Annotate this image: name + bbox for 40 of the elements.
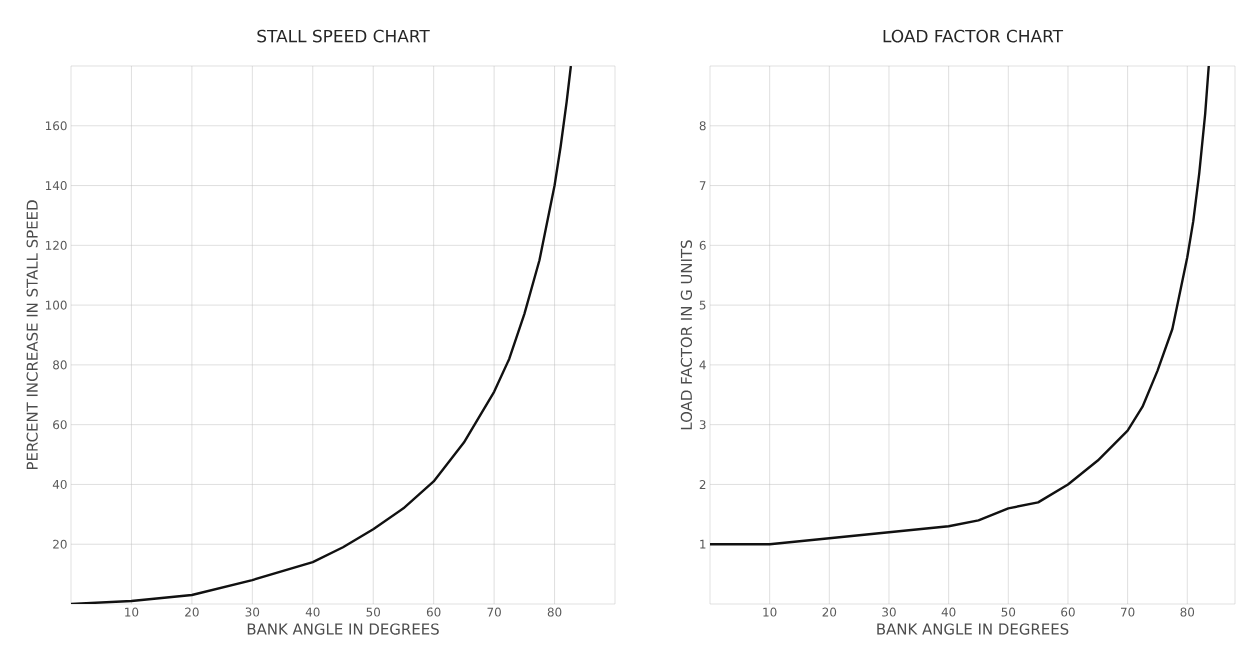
y-tick-label: 8: [699, 121, 706, 131]
x-tick-label: 80: [1180, 607, 1195, 617]
y-axis-title: PERCENT INCREASE IN STALL SPEED: [26, 200, 38, 470]
chart-title: STALL SPEED CHART: [257, 29, 430, 43]
y-axis-title: LOAD FACTOR IN G UNITS: [680, 240, 693, 430]
y-tick-label: 4: [699, 360, 706, 370]
y-tick-label: 1: [700, 539, 706, 549]
y-tick-label: 60: [53, 420, 67, 430]
x-tick-label: 60: [1061, 607, 1075, 617]
y-tick-label: 80: [53, 360, 67, 370]
x-tick-label: 40: [305, 607, 320, 617]
x-tick-label: 30: [882, 607, 896, 617]
x-tick-label: 20: [185, 607, 199, 617]
x-tick-label: 10: [763, 607, 777, 617]
y-tick-label: 2: [699, 480, 706, 489]
y-tick-label: 6: [699, 240, 706, 250]
x-tick-label: 80: [547, 607, 562, 617]
y-tick-label: 20: [53, 539, 67, 549]
y-tick-label: 7: [699, 181, 706, 190]
x-tick-label: 10: [125, 607, 139, 617]
x-tick-label: 50: [366, 607, 381, 617]
x-tick-label: 20: [822, 607, 837, 617]
y-tick-label: 120: [45, 240, 67, 250]
line-series: [710, 66, 1210, 546]
x-tick-label: 70: [1121, 607, 1135, 617]
x-tick-label: 40: [941, 607, 956, 617]
line-series: [71, 65, 573, 604]
x-tick-label: 30: [245, 607, 260, 617]
x-tick-label: 60: [426, 607, 441, 617]
chart-title: LOAD FACTOR CHART: [883, 29, 1064, 43]
y-tick-label: 5: [699, 300, 706, 310]
y-tick-label: 140: [45, 181, 67, 191]
x-axis-title: BANK ANGLE IN DEGREES: [877, 623, 1069, 635]
y-tick-label: 160: [45, 121, 67, 131]
x-tick-label: 50: [1001, 607, 1016, 617]
y-tick-label: 40: [52, 479, 67, 489]
y-tick-label: 100: [45, 300, 67, 310]
x-tick-label: 70: [487, 607, 501, 617]
y-tick-label: 3: [699, 420, 706, 430]
x-axis-title: BANK ANGLE IN DEGREES: [247, 623, 439, 635]
